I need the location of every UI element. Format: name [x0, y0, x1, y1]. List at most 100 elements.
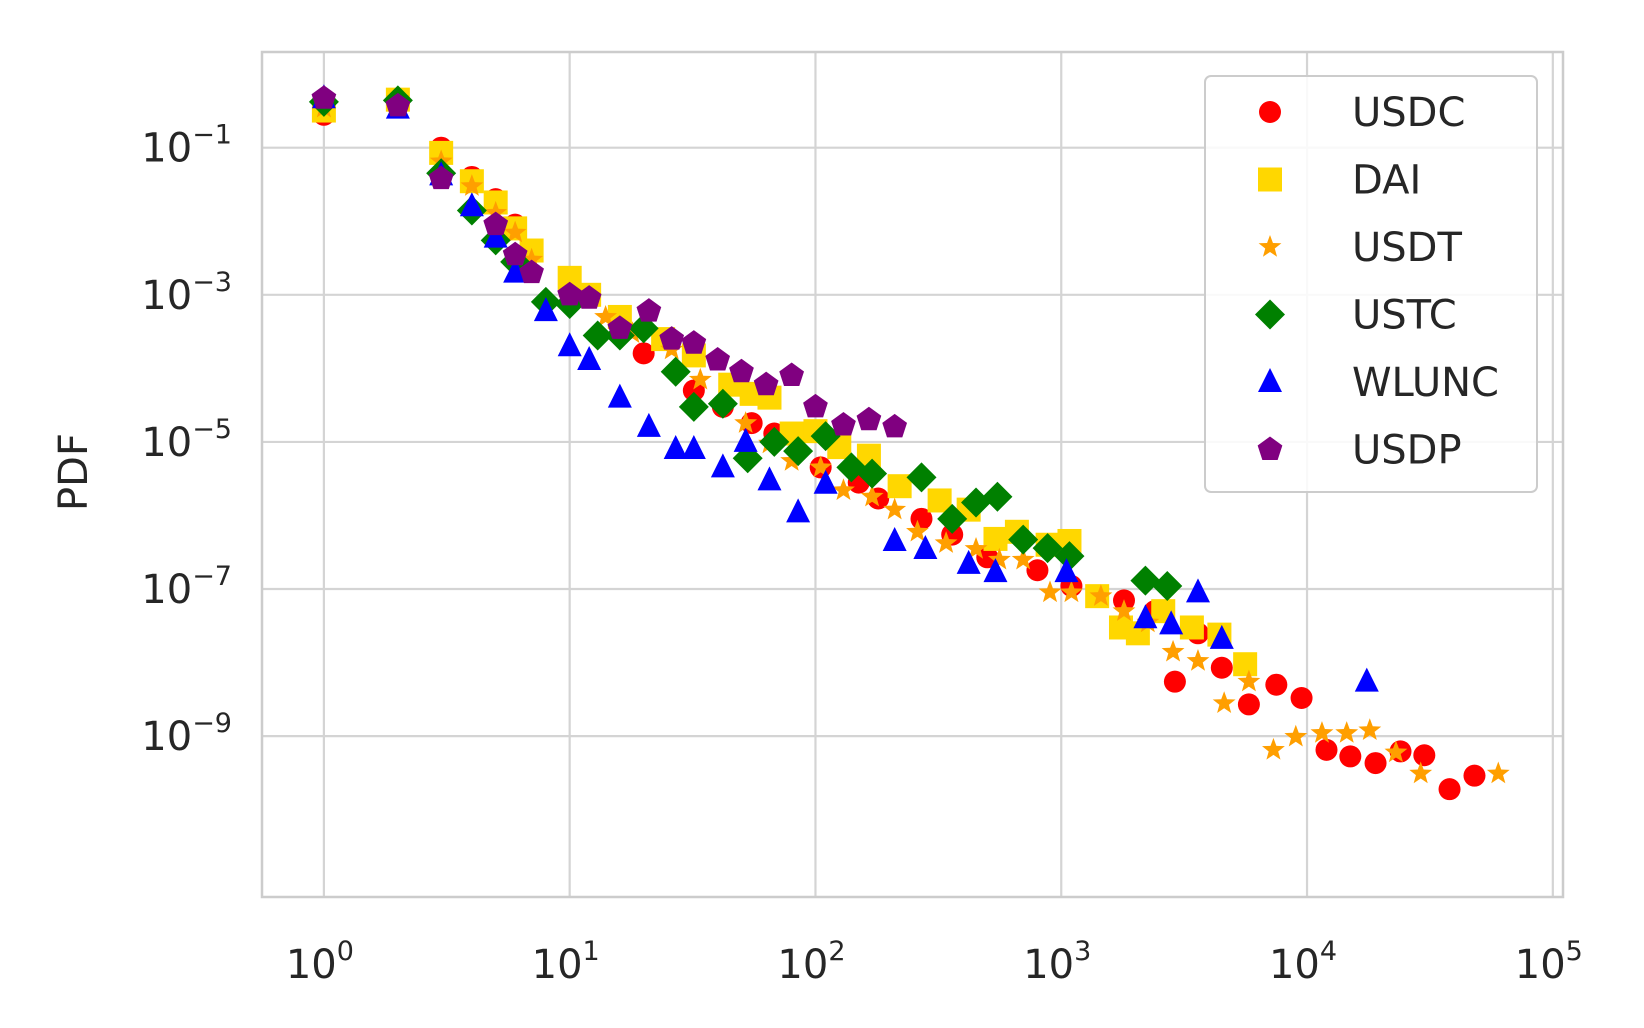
- point-usdc-27: [1315, 738, 1338, 761]
- point-wlunc-12: [681, 435, 706, 460]
- point-usdp-7: [576, 285, 602, 309]
- point-usdp-10: [659, 326, 685, 350]
- point-ustc-26: [1054, 541, 1085, 572]
- point-usdt-26: [1089, 584, 1113, 606]
- point-wlunc-24: [1159, 610, 1184, 635]
- legend-item-wlunc: WLUNC: [1258, 360, 1499, 406]
- series-usdp: [311, 85, 908, 438]
- point-usdc-23: [1210, 656, 1233, 679]
- y-tick-label-0: 10−1: [141, 120, 232, 172]
- point-usdc-31: [1413, 744, 1436, 767]
- point-usdt-12: [734, 411, 758, 433]
- point-ustc-22: [961, 487, 992, 518]
- point-wlunc-27: [1354, 667, 1379, 692]
- series-layer: [308, 84, 1510, 801]
- point-usdt-38: [1384, 740, 1408, 763]
- point-ustc-27: [1130, 565, 1161, 596]
- point-usdc-6: [632, 342, 655, 365]
- point-wlunc-25: [1185, 578, 1210, 603]
- point-usdt-20: [934, 531, 958, 553]
- point-wlunc-8: [577, 345, 602, 370]
- point-dai-22: [983, 526, 1008, 551]
- legend-label-usdp: USDP: [1352, 428, 1462, 474]
- legend-marker-wlunc: [1258, 368, 1282, 392]
- point-wlunc-20: [956, 549, 981, 574]
- point-ustc-24: [1008, 524, 1039, 555]
- point-usdt-16: [832, 478, 855, 500]
- legend-marker-dai: [1258, 167, 1282, 192]
- x-tick-label-5: 105: [1515, 936, 1583, 988]
- x-tick-labels: 100 101 102 103 104 105: [286, 936, 1583, 988]
- y-tick-labels: 10−1 10−3 10−5 10−7 10−9: [141, 120, 232, 760]
- point-usdt-35: [1310, 721, 1334, 743]
- point-wlunc-7: [557, 332, 582, 357]
- point-wlunc-9: [607, 383, 632, 408]
- point-usdc-26: [1290, 686, 1313, 709]
- x-tick-label-0: 100: [286, 936, 354, 988]
- point-usdt-29: [1161, 639, 1185, 662]
- legend-label-wlunc: WLUNC: [1352, 360, 1499, 406]
- point-ustc-11: [660, 356, 691, 387]
- point-ustc-13: [707, 388, 738, 419]
- point-usdt-18: [883, 497, 907, 520]
- legend-label-ustc: USTC: [1352, 293, 1457, 339]
- point-usdt-37: [1358, 718, 1382, 741]
- point-usdp-18: [856, 406, 882, 431]
- point-wlunc-3: [459, 192, 484, 217]
- point-usdt-31: [1212, 691, 1236, 713]
- point-usdt-14: [780, 449, 804, 471]
- point-ustc-20: [906, 462, 937, 493]
- point-usdt-5: [503, 220, 527, 243]
- legend-marker-usdt: [1258, 235, 1282, 257]
- point-usdc-25: [1265, 673, 1288, 696]
- legend-item-usdt: USDT: [1258, 225, 1462, 271]
- legend-marker-usdc: [1259, 101, 1281, 123]
- legend-item-usdp: USDP: [1257, 428, 1462, 474]
- x-tick-label-3: 103: [1023, 936, 1091, 988]
- y-tick-label-3: 10−7: [141, 561, 232, 613]
- point-usdc-28: [1339, 745, 1362, 768]
- point-wlunc-26: [1209, 624, 1234, 649]
- point-wlunc-23: [1133, 604, 1158, 629]
- point-wlunc-18: [882, 526, 907, 551]
- point-usdp-4: [502, 241, 528, 266]
- point-usdt-6: [520, 247, 544, 270]
- point-usdp-8: [607, 315, 633, 339]
- point-wlunc-21: [983, 558, 1008, 583]
- point-usdp-2: [428, 165, 454, 190]
- legend: USDC DAI USDT USTC WLUNC USDP: [1204, 75, 1538, 493]
- point-usdp-11: [681, 330, 707, 354]
- point-wlunc-16: [786, 498, 811, 523]
- legend-item-ustc: USTC: [1255, 293, 1457, 339]
- point-ustc-12: [678, 391, 709, 422]
- point-wlunc-14: [733, 427, 758, 452]
- point-ustc-16: [783, 436, 814, 467]
- point-dai-32: [1233, 652, 1258, 677]
- point-wlunc-4: [483, 223, 508, 248]
- point-usdp-17: [831, 411, 856, 436]
- point-usdt-8: [594, 304, 618, 327]
- point-usdt-11: [688, 367, 712, 390]
- point-wlunc-10: [636, 412, 661, 437]
- y-tick-label-4: 10−9: [141, 708, 232, 760]
- legend-label-usdt: USDT: [1352, 225, 1462, 271]
- point-usdt-27: [1112, 599, 1136, 621]
- point-usdt-9: [621, 321, 644, 343]
- point-usdt-30: [1186, 649, 1210, 671]
- point-usdt-36: [1335, 721, 1359, 743]
- point-usdt-19: [906, 519, 929, 542]
- point-wlunc-22: [1054, 558, 1079, 583]
- point-usdp-9: [636, 298, 662, 322]
- x-tick-label-1: 101: [532, 936, 600, 988]
- legend-item-dai: DAI: [1258, 158, 1421, 204]
- series-wlunc: [311, 84, 1379, 692]
- point-usdc-22: [1163, 670, 1186, 693]
- point-ustc-19: [857, 458, 888, 489]
- point-dai-30: [1179, 615, 1204, 640]
- plot-frame: [260, 50, 1565, 899]
- point-wlunc-11: [663, 435, 688, 460]
- point-usdc-16: [976, 546, 999, 569]
- point-usdp-5: [519, 259, 544, 284]
- point-usdp-14: [753, 371, 779, 396]
